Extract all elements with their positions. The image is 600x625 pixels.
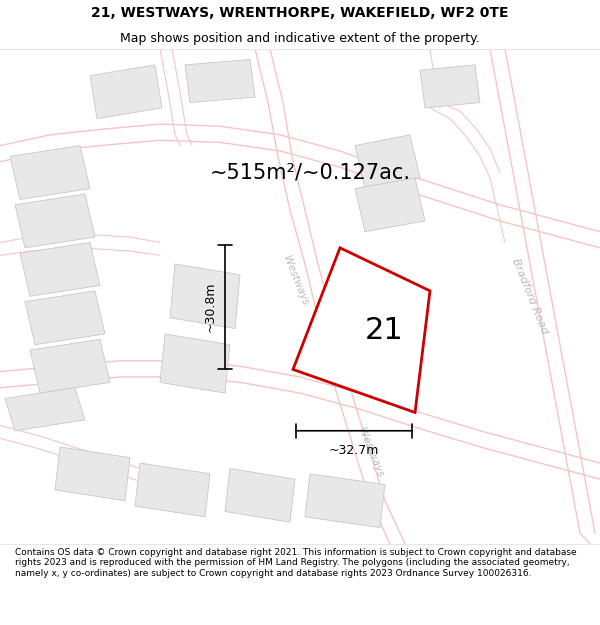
Polygon shape <box>5 388 85 431</box>
Polygon shape <box>90 65 162 119</box>
Text: ~30.8m: ~30.8m <box>204 282 217 332</box>
Text: Contains OS data © Crown copyright and database right 2021. This information is : Contains OS data © Crown copyright and d… <box>15 548 577 578</box>
Text: 21, WESTWAYS, WRENTHORPE, WAKEFIELD, WF2 0TE: 21, WESTWAYS, WRENTHORPE, WAKEFIELD, WF2… <box>91 6 509 19</box>
Polygon shape <box>20 242 100 296</box>
Text: Westways: Westways <box>281 254 310 306</box>
Polygon shape <box>30 339 110 393</box>
Polygon shape <box>15 194 95 248</box>
Text: ~32.7m: ~32.7m <box>329 444 379 457</box>
Polygon shape <box>135 463 210 517</box>
Text: Bradford Road: Bradford Road <box>510 257 550 336</box>
Polygon shape <box>25 291 105 344</box>
Polygon shape <box>225 468 295 522</box>
Text: 21: 21 <box>365 316 404 344</box>
Polygon shape <box>185 59 255 102</box>
Polygon shape <box>293 248 430 412</box>
Polygon shape <box>355 135 420 189</box>
Polygon shape <box>10 146 90 199</box>
Text: Westways: Westways <box>356 426 385 479</box>
Polygon shape <box>170 264 240 329</box>
Polygon shape <box>355 178 425 232</box>
Text: Map shows position and indicative extent of the property.: Map shows position and indicative extent… <box>120 31 480 44</box>
Polygon shape <box>420 65 480 108</box>
Polygon shape <box>55 447 130 501</box>
Polygon shape <box>305 474 385 528</box>
Polygon shape <box>160 334 230 393</box>
Text: ~515m²/~0.127ac.: ~515m²/~0.127ac. <box>209 162 410 182</box>
